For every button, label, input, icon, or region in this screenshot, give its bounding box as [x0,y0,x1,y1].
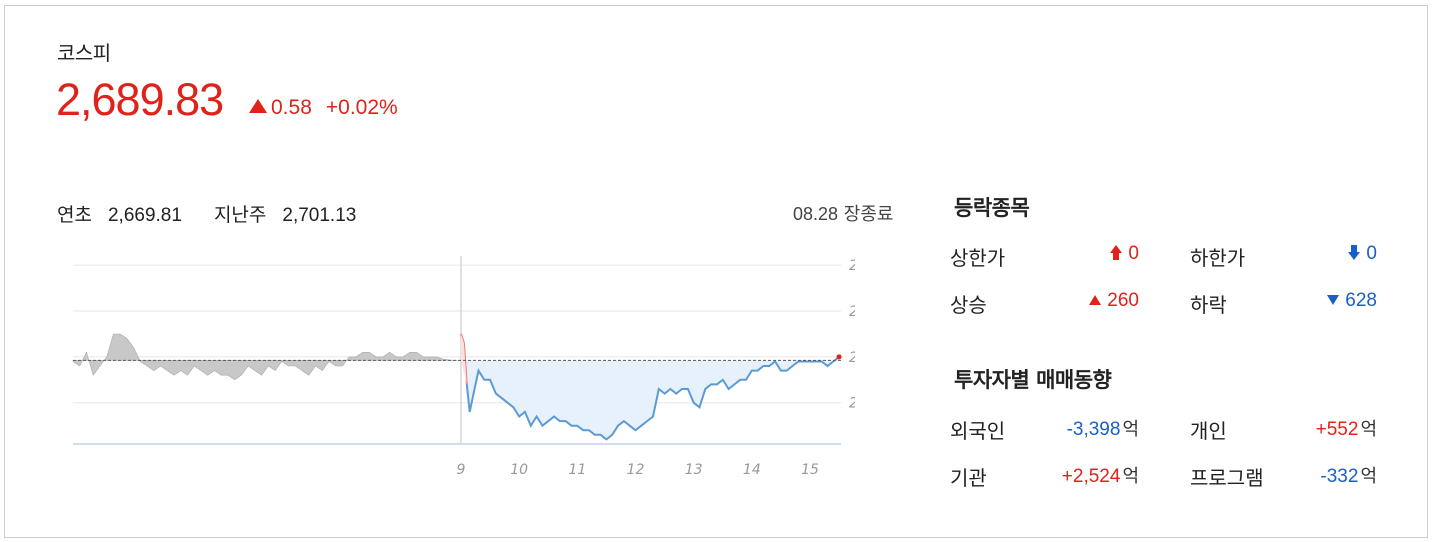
upper-limit-label: 상한가 [950,246,1006,270]
market-date: 08.28 [793,204,839,224]
y-tick-label: 2690 [849,350,855,366]
lower-limit-label: 하한가 [1190,246,1246,270]
investor-trend-title: 투자자별 매매동향 [954,368,1112,392]
program-value: -332 억 [1320,466,1377,487]
foreign-label: 외국인 [950,419,1006,443]
lastweek-label: 지난주 [213,204,267,226]
individual-value: +552 억 [1315,419,1377,440]
lastweek-value: 2,701.13 [282,205,357,226]
change-percent: +0.02% [325,96,398,119]
program-label: 프로그램 [1190,466,1264,490]
today-series [73,333,842,441]
institution-value: +2,524 억 [1061,466,1139,487]
change-value: 0.58 [271,96,312,119]
last-point [836,354,842,360]
today-line [465,356,840,441]
chart-grid [73,256,841,445]
foreign-value: -3,398 억 [1066,419,1139,440]
y-tick-label: 2680 [849,396,855,412]
previous-session-area [72,333,458,381]
x-tick-label: 10 [510,462,528,478]
x-tick-label: 14 [743,462,761,478]
index-change: 0.58 +0.02% [249,96,398,120]
fall-value: 628 [1327,290,1377,312]
previous-session-fill [72,333,458,381]
x-tick-label: 12 [627,462,645,478]
x-tick-label: 13 [685,462,703,478]
x-tick-label: 11 [568,462,586,478]
individual-label: 개인 [1190,419,1227,443]
rise-value: 260 [1089,290,1139,312]
institution-label: 기관 [950,466,987,490]
rise-label: 상승 [950,293,987,317]
upper-limit-value: 0 [1110,243,1139,265]
y-tick-label: 2700 [849,304,855,320]
today-up-area [461,334,467,385]
axis-labels: 2710 2700 2690 2680 9 10 11 12 13 14 15 [457,258,855,478]
x-tick-label: 15 [801,462,819,478]
market-status-text: 장종료 [843,204,894,225]
down-triangle-icon [1327,295,1340,305]
advance-decline-title: 등락종목 [954,196,1030,220]
ytd-value: 2,669.81 [107,205,182,226]
up-triangle-icon [249,99,267,113]
up-triangle-icon [1089,295,1102,305]
x-tick-label: 9 [457,462,466,478]
index-panel: 코스피 2,689.83 0.58 +0.02% 연초 2,669.81 지난주 2,7… [4,5,1428,538]
y-tick-label: 2710 [849,258,855,274]
reference-values: 연초 2,669.81 지난주 2,701.13 [57,200,356,227]
intraday-chart[interactable]: 2710 2700 2690 2680 9 10 11 12 13 14 15 [65,246,855,486]
ytd-label: 연초 [57,204,92,226]
today-area [461,334,840,440]
index-value: 2,689.83 [56,74,224,125]
lower-limit-value: 0 [1348,243,1377,265]
index-name[interactable]: 코스피 [57,41,111,65]
bold-up-arrow-icon [1110,245,1123,260]
bold-down-arrow-icon [1348,245,1361,260]
market-status: 08.28 장종료 [793,200,893,226]
fall-label: 하락 [1190,293,1227,317]
